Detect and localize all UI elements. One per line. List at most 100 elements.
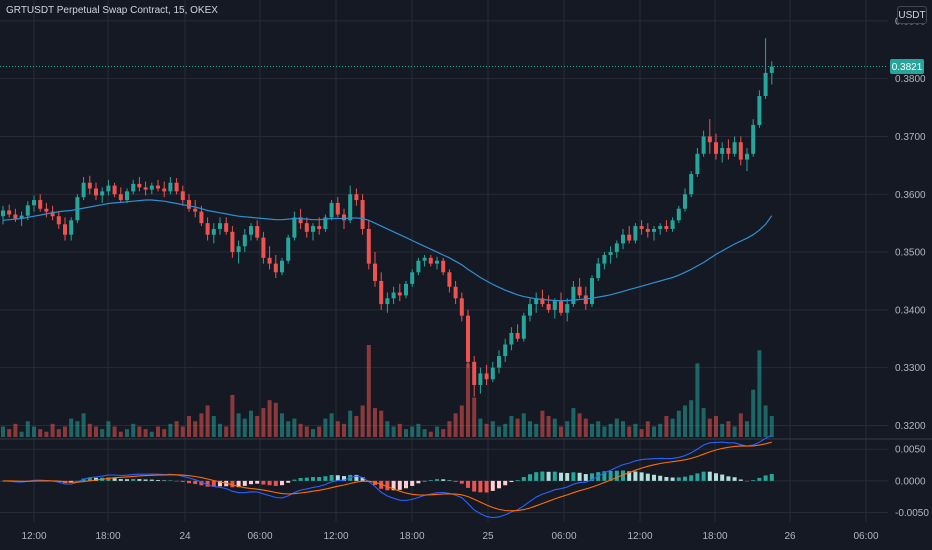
volume-bar (453, 413, 458, 437)
candle-body (614, 243, 619, 253)
candle-body (311, 226, 315, 232)
volume-bar (44, 431, 49, 437)
volume-bar (379, 410, 384, 437)
candle-body (633, 226, 638, 241)
volume-bar (714, 415, 718, 437)
candle-body (738, 142, 743, 160)
time-axis[interactable]: 12:00 18:00 24 06:00 12:00 18:00 25 06:00 12:00 1… (21, 531, 878, 542)
candle-body (156, 185, 160, 189)
time-tick-label: 18:00 (95, 531, 120, 542)
candle-body (596, 263, 601, 279)
candle-body (81, 182, 86, 198)
candle-body (435, 260, 439, 264)
macd-histogram-bar (695, 473, 700, 481)
macd-histogram-bar (503, 480, 508, 486)
volume-bar (478, 418, 483, 437)
volume-bar (323, 418, 328, 437)
macd-histogram-bar (447, 480, 452, 481)
volume-bar (292, 418, 297, 437)
volume-bar (156, 426, 160, 437)
volume-bar (745, 421, 749, 437)
candle-body (751, 124, 756, 154)
volume-bar (738, 413, 743, 437)
volume-bar (56, 429, 61, 437)
volume-bar (32, 426, 36, 437)
macd-histogram-bar (459, 480, 464, 484)
volume-bar (106, 421, 111, 437)
candle-body (249, 226, 253, 235)
candle-body (13, 214, 18, 219)
macd-histogram-bar (174, 480, 179, 482)
volume-bar (509, 415, 514, 437)
volume-bar (410, 426, 415, 437)
macd-histogram-bar (354, 474, 359, 481)
candle-body (112, 185, 117, 195)
macd-tick-label: 0.0050 (895, 445, 926, 456)
macd-histogram-bar (453, 480, 458, 482)
candle-body (720, 148, 725, 154)
candle-body (422, 257, 427, 261)
price-axis[interactable]: 0.39000.38000.37000.36000.35000.34000.33… (895, 16, 926, 432)
macd-histogram-bar (577, 472, 582, 481)
volume-bar (726, 421, 731, 437)
candle-body (652, 228, 656, 232)
candle-body (459, 298, 464, 316)
candle-body (273, 263, 278, 273)
volume-bar (466, 363, 470, 437)
candle-body (559, 301, 563, 313)
candle-body (131, 183, 136, 192)
macd-histogram-bar (707, 471, 712, 481)
currency-unit-button[interactable]: USDT (897, 6, 927, 24)
volume-bar (385, 421, 390, 437)
volume-bar (633, 423, 638, 437)
volume-bar (168, 423, 173, 437)
volume-bar (621, 421, 625, 437)
macd-histogram-bar (143, 479, 148, 481)
candle-body (100, 191, 105, 196)
volume-bar (13, 423, 18, 437)
macd-tick-label: -0.0050 (895, 508, 929, 519)
macd-histogram-bar (112, 478, 117, 481)
macd-axis[interactable]: 0.0050 0.0000 -0.0050 (895, 445, 929, 519)
candle-body (385, 298, 390, 305)
macd-histogram-bar (373, 480, 377, 486)
candle-body (701, 136, 706, 154)
macd-histogram-bar (360, 477, 365, 481)
volume-bar (707, 418, 712, 437)
time-tick-label: 12:00 (21, 531, 46, 542)
candle-body (583, 295, 588, 305)
macd-histogram-bar (670, 477, 675, 481)
macd-histogram-bar (751, 480, 756, 481)
volume-bar (63, 426, 67, 437)
candle-body (404, 283, 408, 296)
volume-bar (230, 394, 235, 437)
candle-body (137, 183, 142, 188)
volume-bar (311, 429, 315, 437)
candle-body (658, 226, 663, 229)
volume-bar (354, 415, 359, 437)
macd-histogram-bar (534, 472, 539, 481)
volume-bar (366, 345, 371, 437)
macd-histogram-bar (156, 479, 160, 481)
candle-body (199, 211, 204, 224)
macd-histogram-bar (559, 472, 563, 481)
volume-bar (490, 421, 495, 437)
candle-body (683, 194, 687, 209)
time-tick-label: 06:00 (551, 531, 576, 542)
candle-body (478, 373, 483, 385)
volume-bar (137, 426, 142, 437)
candle-body (627, 234, 632, 241)
last-price-label: 0.3821 (890, 59, 924, 75)
candle-body (447, 272, 452, 287)
macd-histogram-bar (726, 476, 731, 481)
volume-bar (87, 423, 92, 437)
moving-average-line (2, 199, 773, 302)
volume-bar (583, 418, 588, 437)
candle-body (590, 278, 594, 305)
volume-bars (1, 345, 774, 437)
macd-histogram-bar (298, 477, 303, 481)
candle-body (565, 304, 570, 313)
volume-bar (503, 423, 508, 437)
candle-body (689, 174, 694, 195)
